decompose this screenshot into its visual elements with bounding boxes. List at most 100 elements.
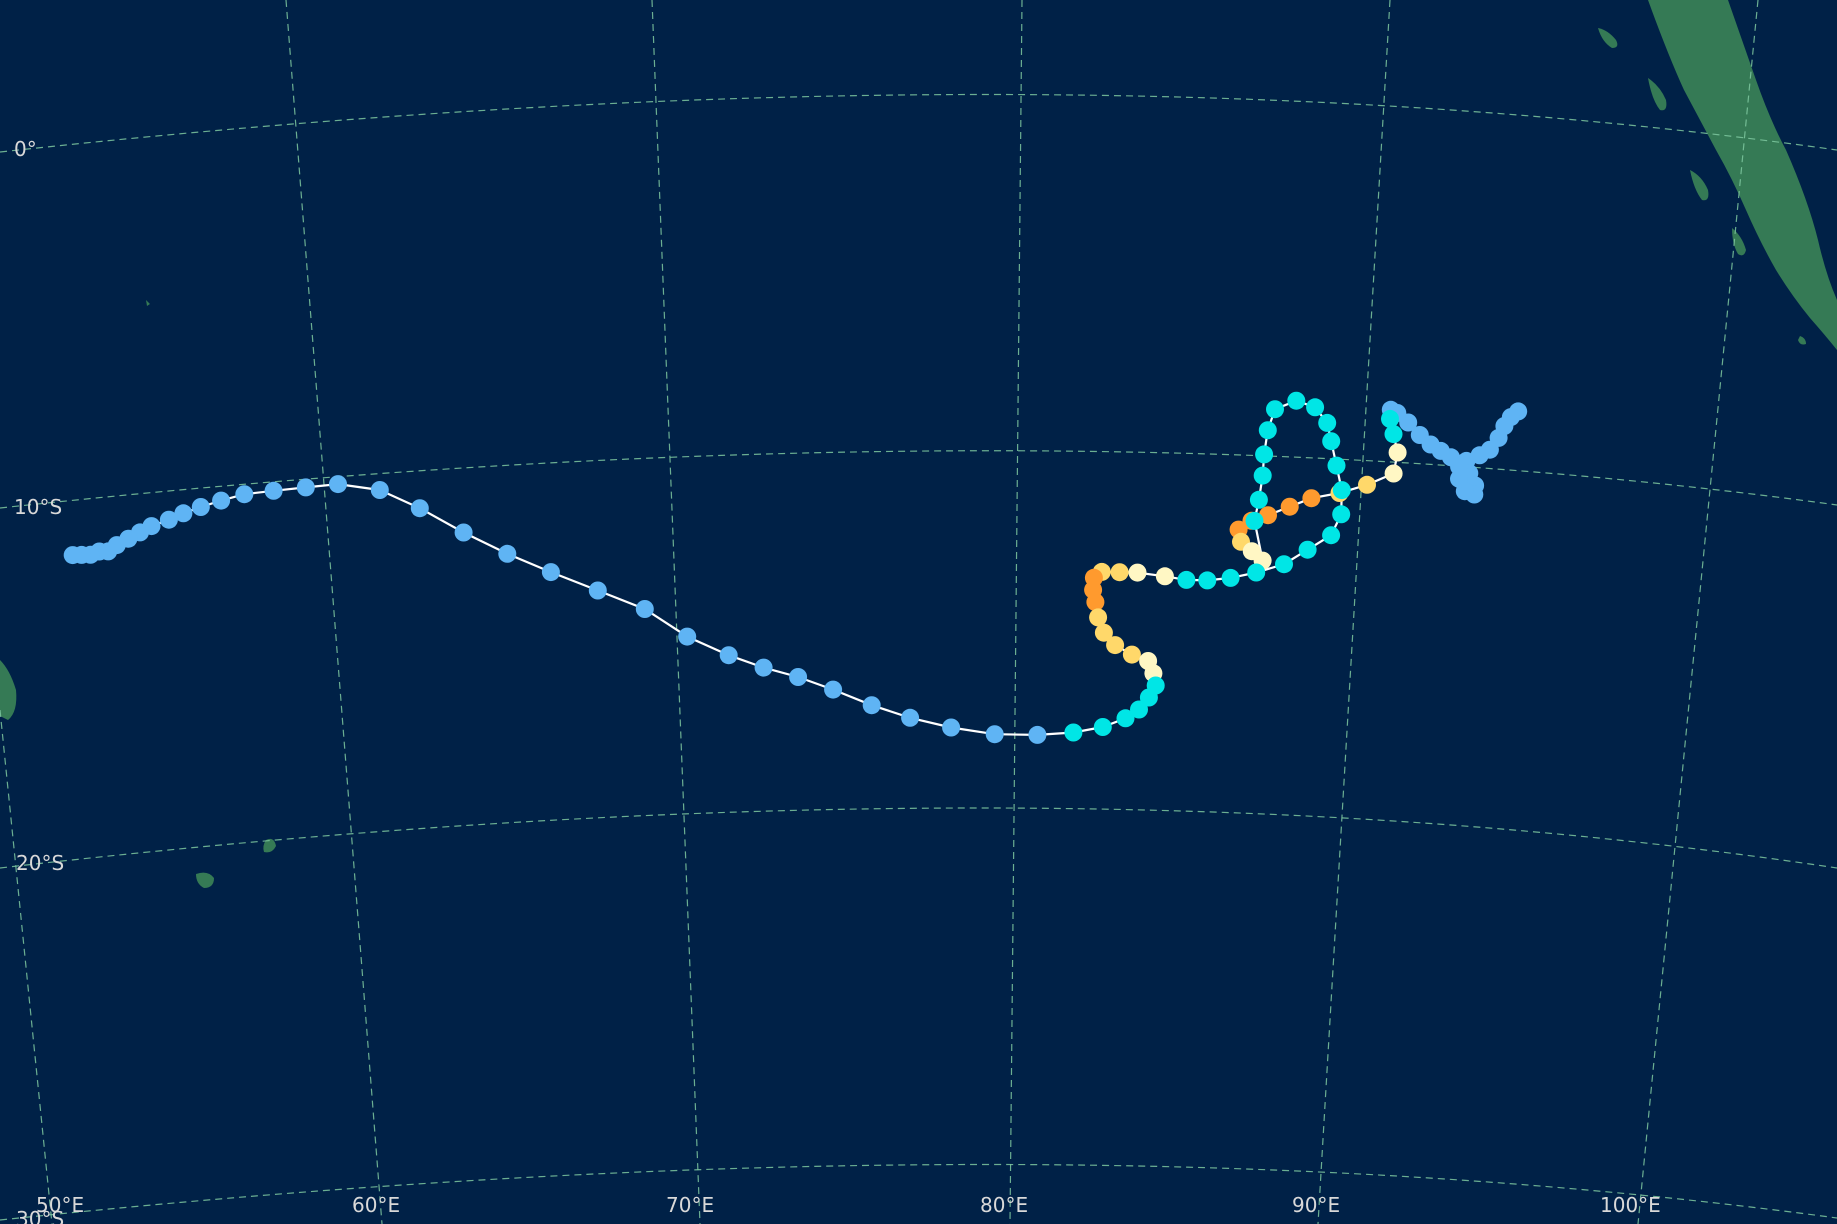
track-point[interactable] bbox=[1287, 391, 1306, 410]
track-point[interactable] bbox=[862, 696, 881, 715]
track-point[interactable] bbox=[454, 523, 473, 542]
track-point[interactable] bbox=[1110, 563, 1129, 582]
track-point[interactable] bbox=[1249, 490, 1268, 509]
lon-label-100e: 100°E bbox=[1600, 1193, 1661, 1217]
track-point[interactable] bbox=[635, 600, 654, 618]
track-point[interactable] bbox=[1384, 464, 1403, 483]
track-point[interactable] bbox=[1388, 443, 1407, 462]
track-point[interactable] bbox=[1266, 400, 1284, 419]
track-points bbox=[63, 391, 1528, 744]
track-point[interactable] bbox=[1332, 505, 1351, 524]
track-point[interactable] bbox=[985, 725, 1004, 744]
track-point[interactable] bbox=[1302, 489, 1321, 508]
land-enggano bbox=[1798, 336, 1806, 345]
track-point[interactable] bbox=[1332, 481, 1351, 500]
track-point[interactable] bbox=[296, 478, 315, 497]
track-point[interactable] bbox=[1128, 563, 1147, 582]
track-point[interactable] bbox=[1255, 445, 1274, 464]
track-point[interactable] bbox=[942, 718, 961, 737]
track-point[interactable] bbox=[1089, 608, 1108, 627]
track-point[interactable] bbox=[541, 563, 560, 582]
meridian-100e bbox=[1637, 0, 1759, 1224]
land-small-islet bbox=[146, 300, 150, 306]
track-point[interactable] bbox=[1116, 709, 1135, 728]
track-point[interactable] bbox=[1381, 409, 1399, 428]
track-point[interactable] bbox=[1275, 555, 1293, 574]
track-point[interactable] bbox=[678, 627, 697, 646]
lon-label-60e: 60°E bbox=[352, 1193, 400, 1217]
track-point[interactable] bbox=[212, 491, 231, 510]
land-layer bbox=[0, 0, 1837, 888]
track-point[interactable] bbox=[174, 504, 193, 523]
track-point[interactable] bbox=[1093, 718, 1112, 736]
track-point[interactable] bbox=[754, 658, 773, 677]
land-mauritius bbox=[263, 838, 276, 853]
storm-track bbox=[63, 391, 1528, 744]
meridian-60e bbox=[285, 0, 383, 1224]
land-reunion bbox=[196, 872, 214, 888]
track-point[interactable] bbox=[498, 544, 517, 563]
track-point[interactable] bbox=[1280, 497, 1299, 516]
track-point[interactable] bbox=[789, 668, 808, 686]
meridian-90e bbox=[1317, 0, 1391, 1224]
track-point[interactable] bbox=[63, 546, 82, 565]
lon-label-80e: 80°E bbox=[980, 1193, 1028, 1217]
track-point[interactable] bbox=[1259, 506, 1277, 525]
track-point[interactable] bbox=[1327, 456, 1346, 475]
land-sumatra bbox=[1648, 0, 1837, 350]
track-point[interactable] bbox=[191, 498, 210, 516]
track-point[interactable] bbox=[1139, 688, 1158, 707]
land-mentawai-2 bbox=[1648, 78, 1667, 111]
track-point[interactable] bbox=[1358, 475, 1376, 494]
track-point[interactable] bbox=[1155, 567, 1174, 586]
track-point[interactable] bbox=[1245, 511, 1264, 530]
track-point[interactable] bbox=[1130, 700, 1148, 719]
track-point[interactable] bbox=[1064, 723, 1083, 742]
meridian-80e bbox=[1009, 0, 1023, 1224]
lat-label-20s: 20°S bbox=[16, 851, 64, 875]
track-point[interactable] bbox=[719, 646, 738, 665]
track-point[interactable] bbox=[824, 680, 843, 699]
track-point[interactable] bbox=[1106, 636, 1125, 655]
track-point[interactable] bbox=[159, 510, 178, 529]
track-point[interactable] bbox=[1221, 568, 1240, 587]
track-point[interactable] bbox=[264, 481, 283, 500]
track-point[interactable] bbox=[329, 475, 347, 494]
track-point[interactable] bbox=[370, 481, 389, 499]
track-point[interactable] bbox=[1322, 432, 1341, 451]
land-mentawai-3 bbox=[1690, 170, 1709, 201]
track-point[interactable] bbox=[1306, 398, 1325, 417]
track-point[interactable] bbox=[1318, 413, 1337, 432]
track-point[interactable] bbox=[588, 581, 607, 600]
track-point[interactable] bbox=[410, 499, 429, 518]
lon-label-50e: 50°E bbox=[36, 1193, 84, 1217]
lon-label-70e: 70°E bbox=[666, 1193, 714, 1217]
lat-label-10s: 10°S bbox=[14, 495, 62, 519]
lat-label-0: 0° bbox=[14, 137, 37, 161]
track-point[interactable] bbox=[235, 485, 254, 504]
land-madagascar-coast bbox=[0, 660, 17, 720]
track-point[interactable] bbox=[1122, 645, 1141, 664]
track-point[interactable] bbox=[1247, 563, 1266, 582]
track-point[interactable] bbox=[1410, 426, 1429, 444]
track-point[interactable] bbox=[1177, 570, 1196, 589]
track-point[interactable] bbox=[1094, 623, 1113, 642]
meridian-70e bbox=[651, 0, 701, 1224]
lon-label-90e: 90°E bbox=[1292, 1193, 1340, 1217]
meridian-50e bbox=[0, 709, 53, 1224]
track-point[interactable] bbox=[1322, 526, 1341, 545]
track-point[interactable] bbox=[1253, 466, 1272, 485]
track-point[interactable] bbox=[1298, 540, 1317, 559]
track-point[interactable] bbox=[901, 708, 920, 727]
land-mentawai-1 bbox=[1598, 28, 1618, 48]
track-point[interactable] bbox=[1086, 593, 1105, 612]
track-point[interactable] bbox=[1258, 421, 1277, 440]
coordinate-labels: 0° 10°S 20°S 30°S 50°E 60°E 70°E 80°E 90… bbox=[14, 137, 1661, 1224]
track-point[interactable] bbox=[1384, 425, 1403, 444]
track-point[interactable] bbox=[1028, 725, 1047, 744]
track-point[interactable] bbox=[1198, 571, 1217, 590]
